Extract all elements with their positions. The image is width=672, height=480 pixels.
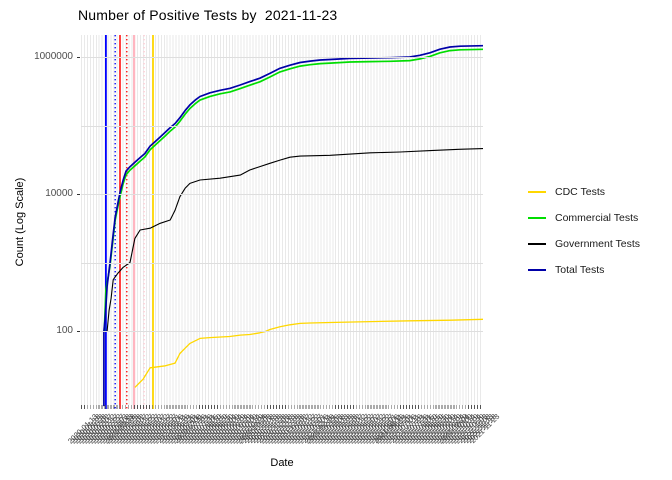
x-axis-tick-marks [81, 405, 483, 409]
series-line-total-tests [103, 44, 483, 407]
legend-label: CDC Tests [555, 186, 605, 198]
x-axis-tick-labels: 2020-01-13 2020-01-18 2020-01-23 2020-01-28… [66, 409, 501, 455]
y-tick-label: 10000 [45, 188, 73, 199]
series-line-commercial-tests [103, 48, 483, 332]
y-tick-label: 1000000 [34, 51, 73, 62]
legend-swatch-line [528, 191, 546, 193]
legend-swatch-line [528, 243, 546, 245]
h-gridline [81, 194, 483, 195]
legend-label: Total Tests [555, 264, 605, 276]
h-gridline [81, 262, 483, 264]
h-gridline [81, 125, 483, 127]
y-tick-mark [77, 57, 80, 58]
y-tick-mark [77, 194, 80, 195]
series-line-cdc-tests [134, 318, 483, 388]
y-tick-mark [77, 331, 80, 332]
y-tick-label: 100 [56, 325, 73, 336]
legend-label: Government Tests [555, 238, 641, 250]
x-axis-title: Date [270, 457, 294, 469]
legend-item: Total Tests [528, 257, 640, 283]
legend-swatch-line [528, 269, 546, 271]
y-axis-title-wrap: Count (Log Scale) [10, 142, 26, 302]
legend-item: Commercial Tests [528, 205, 640, 231]
legend-item: Government Tests [528, 231, 640, 257]
legend: CDC Tests Commercial Tests Government Test… [528, 179, 640, 283]
chart-title: Number of Positive Tests by 2021-11-23 [78, 7, 338, 23]
legend-label: Commercial Tests [555, 212, 639, 224]
chart-svg [103, 35, 483, 409]
series-line-government-tests [106, 148, 483, 332]
legend-item: CDC Tests [528, 179, 640, 205]
legend-swatch-line [528, 217, 546, 219]
h-gridline [81, 331, 483, 332]
plot-panel [81, 35, 483, 409]
h-gridline [81, 57, 483, 58]
